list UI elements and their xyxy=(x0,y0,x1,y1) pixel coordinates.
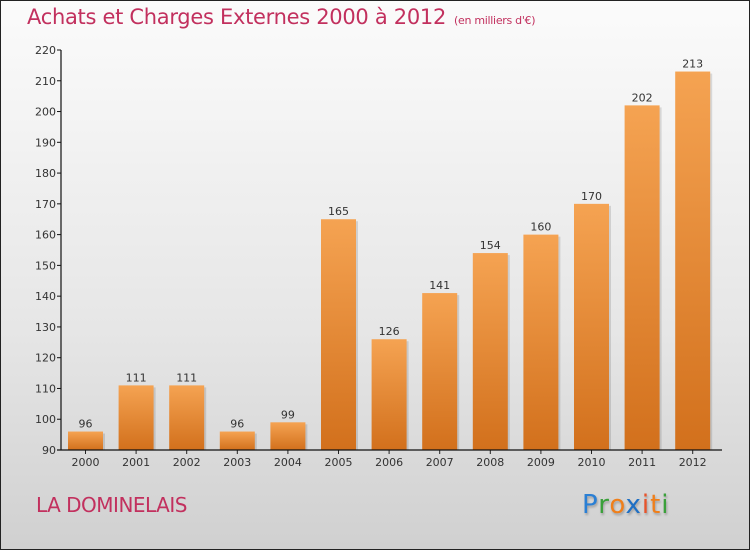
x-tick-label: 2012 xyxy=(679,456,707,469)
y-tick-label: 160 xyxy=(35,229,56,242)
bar-2005 xyxy=(321,219,356,450)
y-tick-label: 140 xyxy=(35,290,56,303)
value-label: 165 xyxy=(328,205,349,218)
logo-letter: x xyxy=(625,490,642,520)
value-label: 111 xyxy=(126,371,147,384)
value-label: 141 xyxy=(429,279,450,292)
y-tick-label: 110 xyxy=(35,382,56,395)
logo-letter: t xyxy=(650,490,662,520)
x-tick-label: 2011 xyxy=(628,456,656,469)
y-tick-label: 130 xyxy=(35,321,56,334)
value-label: 160 xyxy=(530,221,551,234)
value-label: 99 xyxy=(281,408,295,421)
y-tick-label: 170 xyxy=(35,198,56,211)
place-name: LA DOMINELAIS xyxy=(36,493,187,517)
axes-group: 2000 2001 2002 2003 2004 2005 2006 2007 2008 2009… xyxy=(35,44,722,469)
value-label: 126 xyxy=(379,325,400,338)
bar-2003 xyxy=(219,431,255,450)
x-tick-label: 2000 xyxy=(72,456,100,469)
logo-letter: P xyxy=(582,490,599,520)
value-label: 96 xyxy=(79,418,93,431)
y-tick-label: 210 xyxy=(35,75,56,88)
bar-2009 xyxy=(523,234,559,450)
bar-2008 xyxy=(472,253,508,450)
y-tick-label: 190 xyxy=(35,136,56,149)
bar-2006 xyxy=(371,339,407,450)
value-label: 96 xyxy=(230,418,244,431)
x-tick-label: 2007 xyxy=(426,456,454,469)
x-tick-label: 2010 xyxy=(578,456,606,469)
logo-letter: i xyxy=(641,490,651,520)
bar-2011 xyxy=(624,105,660,450)
value-label: 213 xyxy=(682,58,703,71)
x-tick-label: 2005 xyxy=(325,456,353,469)
y-tick-label: 150 xyxy=(35,259,56,272)
y-tick-label: 200 xyxy=(35,106,56,119)
bar-2010 xyxy=(574,203,609,450)
chart-subtitle: (en milliers d'€) xyxy=(454,14,536,27)
bar-2002 xyxy=(169,385,205,450)
x-tick-label: 2003 xyxy=(223,456,251,469)
value-label: 170 xyxy=(581,190,602,203)
bar-2012 xyxy=(675,71,711,451)
y-tick-label: 120 xyxy=(35,352,56,365)
chart-title-text: Achats et Charges Externes 2000 à 2012 xyxy=(27,5,447,29)
proxiti-logo[interactable]: Proxiti xyxy=(582,490,670,520)
bar-2001 xyxy=(118,385,154,450)
logo-letter: o xyxy=(609,490,626,520)
logo-letter: r xyxy=(598,490,610,520)
x-tick-label: 2006 xyxy=(375,456,403,469)
value-label: 154 xyxy=(480,239,501,252)
value-label: 111 xyxy=(176,371,197,384)
logo-letter: i xyxy=(661,490,670,520)
bar-2007 xyxy=(422,293,458,450)
value-label: 202 xyxy=(632,91,653,104)
y-tick-label: 90 xyxy=(42,444,56,457)
bar-2000 xyxy=(68,431,103,450)
bar-2004 xyxy=(270,422,306,450)
x-tick-label: 2002 xyxy=(173,456,201,469)
x-tick-label: 2009 xyxy=(527,456,555,469)
y-tick-label: 180 xyxy=(35,167,56,180)
chart-title: Achats et Charges Externes 2000 à 2012 (e… xyxy=(27,5,536,29)
bars-group: 96 111 111 96 99 165 126 141 154 160 170 202 213 xyxy=(68,58,713,451)
x-tick-label: 2004 xyxy=(274,456,302,469)
x-tick-label: 2001 xyxy=(122,456,150,469)
y-tick-label: 220 xyxy=(35,44,56,57)
y-tick-label: 100 xyxy=(35,413,56,426)
x-tick-label: 2008 xyxy=(476,456,504,469)
